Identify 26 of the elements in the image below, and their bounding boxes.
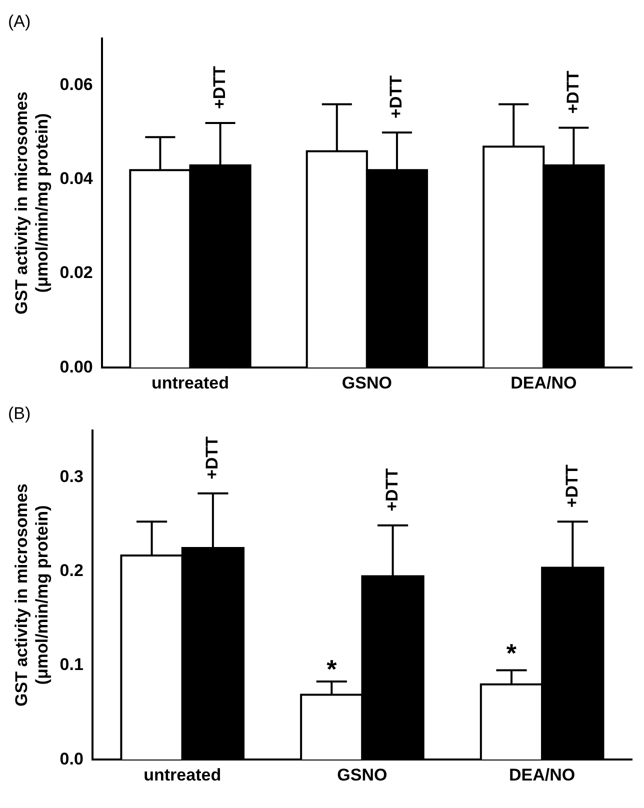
x-tick-label: GSNO — [337, 765, 388, 784]
y-tick-label: 0.02 — [60, 263, 93, 282]
annotation: * — [506, 638, 518, 668]
x-tick-label: DEA/NO — [509, 765, 576, 784]
chart-title: (B) — [8, 404, 31, 423]
y-tick-label: 0.1 — [60, 655, 84, 674]
x-tick-label: DEA/NO — [510, 373, 577, 392]
x-tick-label: GSNO — [342, 373, 392, 392]
y-tick-label: 0.2 — [60, 561, 84, 580]
y-axis-title: GST activity in microsomes (μmol/min/mg protein) — [12, 484, 52, 706]
annotation: +DTT — [210, 65, 229, 110]
y-tick-label: 0.06 — [60, 75, 93, 94]
y-tick-label: 0.04 — [60, 169, 94, 188]
y-tick-label: 0.3 — [60, 467, 84, 486]
x-tick-label: untreated — [144, 765, 222, 784]
annotation: * — [326, 654, 338, 684]
annotation: +DTT — [382, 468, 402, 512]
y-axis-title: GST activity in microsomes (μmol/min/mg protein) — [12, 92, 52, 314]
annotation: +DTT — [563, 70, 582, 114]
y-tick-label: 0.00 — [60, 357, 93, 376]
annotation: +DTT — [202, 436, 222, 480]
y-tick-label: 0.0 — [60, 749, 84, 768]
chart-title: (A) — [8, 12, 31, 31]
annotation: +DTT — [386, 74, 406, 118]
annotation: +DTT — [562, 464, 582, 508]
x-tick-label: untreated — [152, 373, 229, 392]
